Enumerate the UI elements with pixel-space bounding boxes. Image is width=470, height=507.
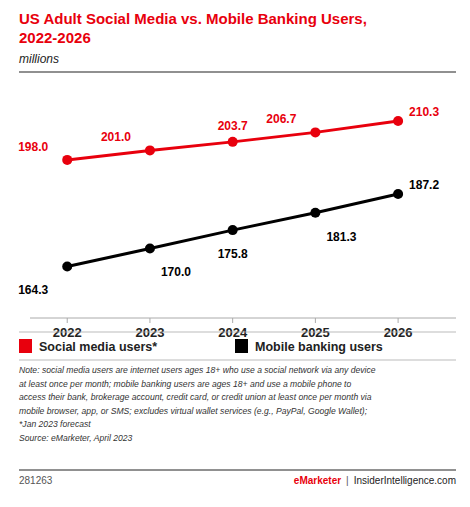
data-label: 210.3 xyxy=(409,105,439,119)
data-label: 175.8 xyxy=(218,247,248,261)
data-label: 181.3 xyxy=(326,230,356,244)
data-label: 187.2 xyxy=(409,178,439,192)
point xyxy=(228,137,238,147)
x-tick-label: 2025 xyxy=(301,325,330,340)
footer-part: InsiderIntelligence.com xyxy=(354,475,456,486)
x-tick xyxy=(149,318,150,323)
title-line: US Adult Social Media vs. Mobile Banking… xyxy=(19,10,367,27)
x-tick xyxy=(232,318,233,323)
footer-part: | xyxy=(346,475,349,486)
note-line: access their bank, brokerage account, cr… xyxy=(19,392,372,402)
data-label: 164.3 xyxy=(18,283,48,297)
footer-part: eMarketer xyxy=(294,475,341,486)
point xyxy=(228,225,238,235)
x-tick-label: 2024 xyxy=(218,325,248,340)
point xyxy=(145,243,155,253)
note-line: Note: social media users are internet us… xyxy=(19,365,376,375)
rule xyxy=(19,332,456,333)
point xyxy=(310,208,320,218)
point xyxy=(145,145,155,155)
x-tick-label: 2026 xyxy=(384,325,413,340)
title: US Adult Social Media vs. Mobile Banking… xyxy=(19,10,367,46)
x-tick-label: 2023 xyxy=(135,325,164,340)
chart: US Adult Social Media vs. Mobile Banking… xyxy=(0,0,470,507)
footer-source: eMarketer | InsiderIntelligence.com xyxy=(294,475,456,486)
data-label: 203.7 xyxy=(218,119,248,133)
rule xyxy=(19,71,456,72)
data-label: 170.0 xyxy=(161,265,191,279)
x-tick-label: 2022 xyxy=(53,325,82,340)
data-label: 201.0 xyxy=(101,130,131,144)
x-tick xyxy=(398,318,399,323)
title-line: 2022-2026 xyxy=(19,29,91,46)
legend-entry: Social media users* xyxy=(39,340,157,354)
legend-entry: Mobile banking users xyxy=(255,340,383,354)
note: Note: social media users are internet us… xyxy=(19,365,376,443)
data-label: 198.0 xyxy=(18,140,48,154)
series-line xyxy=(67,194,398,266)
legend-swatch xyxy=(19,339,32,353)
x-tick xyxy=(315,318,316,323)
point xyxy=(62,261,72,271)
plot-area xyxy=(62,116,403,271)
legend-swatch xyxy=(235,339,248,353)
point xyxy=(393,189,403,199)
note-line: Source: eMarketer, April 2023 xyxy=(19,433,133,443)
subtitle: millions xyxy=(19,52,59,66)
x-axis xyxy=(30,318,456,319)
x-tick xyxy=(67,318,68,323)
rule xyxy=(19,360,456,361)
note-line: at least once per month; mobile banking … xyxy=(19,379,351,389)
point xyxy=(62,155,72,165)
note-line: mobile browser, app, or SMS; excludes vi… xyxy=(19,406,368,416)
footer-id: 281263 xyxy=(19,475,53,486)
note-line: *Jan 2023 forecast xyxy=(19,419,91,429)
data-labels: 198.0 201.0 203.7 206.7 210.3 164.3 170.0 175.8… xyxy=(18,105,439,297)
rule xyxy=(19,470,456,471)
point xyxy=(310,127,320,137)
point xyxy=(393,116,403,126)
data-label: 206.7 xyxy=(266,112,296,126)
